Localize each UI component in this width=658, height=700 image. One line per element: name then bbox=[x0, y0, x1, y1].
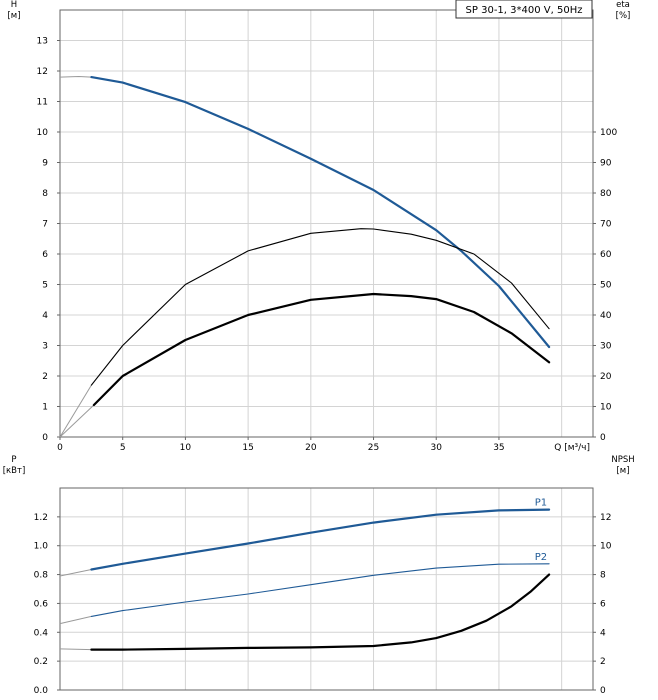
bottom-ytick-left: 0.6 bbox=[34, 599, 49, 609]
bottom-ytick-left: 0.2 bbox=[34, 657, 48, 667]
x-tick-label: 30 bbox=[431, 443, 443, 453]
series-label-p2: P2 bbox=[535, 552, 547, 563]
x-tick-label: 5 bbox=[120, 443, 126, 453]
x-tick-label: 25 bbox=[368, 443, 379, 453]
x-tick-label: 10 bbox=[180, 443, 192, 453]
top-ytick-right: 40 bbox=[600, 311, 612, 321]
x-tick-label: 0 bbox=[57, 443, 63, 453]
top-ytick-left: 3 bbox=[42, 342, 48, 352]
bottom-ylabel-left: P bbox=[11, 455, 16, 465]
bottom-ylabel-right-unit: [м] bbox=[616, 466, 629, 476]
top-ylabel-left-unit: [м] bbox=[7, 11, 20, 21]
top-ytick-right: 80 bbox=[600, 189, 612, 199]
bottom-ytick-right: 8 bbox=[600, 571, 606, 581]
top-ytick-right: 10 bbox=[600, 403, 612, 413]
top-ytick-right: 100 bbox=[600, 128, 617, 138]
top-ylabel-right-unit: [%] bbox=[616, 11, 631, 21]
top-series-2-extension bbox=[59, 404, 95, 438]
top-ytick-left: 1 bbox=[42, 403, 48, 413]
top-ytick-right: 90 bbox=[600, 159, 612, 169]
bottom-series-0-extension bbox=[59, 569, 92, 577]
top-ytick-left: 9 bbox=[42, 159, 48, 169]
top-ytick-left: 0 bbox=[42, 433, 48, 443]
bottom-ytick-right: 12 bbox=[600, 513, 611, 523]
bottom-frame bbox=[59, 487, 594, 691]
top-series-0-extension bbox=[59, 75, 92, 78]
x-tick-label: 15 bbox=[242, 443, 253, 453]
bottom-series-1-line bbox=[90, 563, 550, 617]
bottom-ytick-right: 10 bbox=[600, 542, 612, 552]
bottom-ytick-left: 0.8 bbox=[34, 571, 49, 581]
top-series-1-extension bbox=[59, 384, 92, 438]
bottom-ytick-right: 0 bbox=[600, 686, 606, 696]
bottom-ylabel-right: NPSH bbox=[611, 455, 634, 465]
bottom-ytick-left: 0.0 bbox=[34, 686, 49, 696]
top-ytick-left: 10 bbox=[37, 128, 49, 138]
legend-text: SP 30-1, 3*400 V, 50Hz bbox=[466, 5, 583, 16]
top-ytick-right: 60 bbox=[600, 250, 612, 260]
top-ylabel-left: H bbox=[11, 0, 17, 10]
legend-box bbox=[455, 0, 593, 19]
bottom-ytick-left: 0.4 bbox=[34, 628, 49, 638]
x-tick-label: 35 bbox=[493, 443, 504, 453]
top-ytick-left: 7 bbox=[42, 220, 48, 230]
top-ytick-left: 6 bbox=[42, 250, 48, 260]
top-ytick-left: 4 bbox=[42, 311, 48, 321]
top-series-0-line bbox=[90, 75, 551, 349]
top-ytick-right: 30 bbox=[600, 342, 612, 352]
top-ytick-left: 12 bbox=[37, 67, 48, 77]
top-ylabel-right: eta bbox=[616, 0, 630, 10]
top-ytick-right: 50 bbox=[600, 281, 612, 291]
bottom-ylabel-left-unit: [кВт] bbox=[3, 466, 26, 476]
top-ytick-right: 0 bbox=[600, 433, 606, 443]
x-axis-label: Q [м³/ч] bbox=[554, 443, 590, 453]
x-tick-label: 20 bbox=[305, 443, 317, 453]
bottom-series-2-extension bbox=[59, 648, 92, 651]
bottom-series-1-extension bbox=[59, 615, 92, 625]
top-ytick-right: 70 bbox=[600, 220, 612, 230]
bottom-ytick-right: 6 bbox=[600, 599, 606, 609]
top-ytick-left: 11 bbox=[37, 98, 48, 108]
top-series-2-line bbox=[92, 292, 551, 407]
bottom-ytick-right: 4 bbox=[600, 628, 606, 638]
bottom-ytick-left: 1.0 bbox=[34, 542, 49, 552]
series-label-p1: P1 bbox=[535, 498, 547, 509]
bottom-ytick-right: 2 bbox=[600, 657, 606, 667]
bottom-series-0-line bbox=[90, 508, 551, 571]
top-ytick-left: 13 bbox=[37, 37, 48, 47]
top-ytick-left: 5 bbox=[42, 281, 48, 291]
top-ytick-left: 2 bbox=[42, 372, 48, 382]
top-ytick-right: 20 bbox=[600, 372, 612, 382]
top-series-1-line bbox=[90, 228, 550, 386]
top-ytick-left: 8 bbox=[42, 189, 48, 199]
bottom-series-2-line bbox=[90, 573, 551, 651]
bottom-ytick-left: 1.2 bbox=[34, 513, 48, 523]
